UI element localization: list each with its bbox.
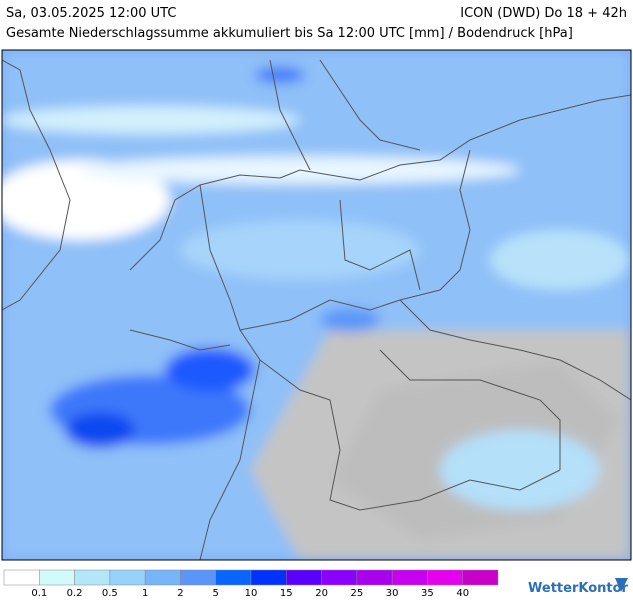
- legend-swatch: [391, 569, 428, 586]
- legend-swatch: [321, 569, 358, 586]
- legend-label: 35: [421, 588, 434, 599]
- legend-swatch: [356, 569, 393, 586]
- legend-swatch: [39, 569, 75, 586]
- legend-label: 10: [245, 588, 258, 599]
- legend-label: 5: [213, 588, 219, 599]
- legend-swatch: [74, 569, 111, 586]
- legend-label: 30: [386, 588, 399, 599]
- map-frame: [1, 49, 632, 561]
- legend-label: 15: [280, 588, 293, 599]
- logo: WetterKontor: [528, 578, 629, 596]
- legend-label: 20: [315, 588, 328, 599]
- precip-field: [2, 50, 631, 560]
- map: [2, 50, 631, 560]
- legend-swatch: [215, 569, 252, 586]
- legend-label: 2: [177, 588, 183, 599]
- legend-label: 40: [456, 588, 469, 599]
- legend-label: 0.1: [31, 588, 47, 599]
- legend-label: 1: [142, 588, 148, 599]
- legend-swatch: [286, 569, 322, 586]
- legend-swatch: [427, 569, 463, 586]
- legend-label: 25: [350, 588, 363, 599]
- logo-text: WetterKontor: [528, 581, 629, 596]
- legend-swatch: [180, 569, 216, 586]
- legend-swatch: [462, 569, 499, 586]
- legend-swatch: [3, 569, 40, 586]
- legend-swatch: [109, 569, 146, 586]
- subtitle: Gesamte Niederschlagssumme akkumuliert b…: [6, 26, 573, 41]
- legend-swatch: [250, 569, 287, 586]
- legend: 0.1 0.2 0.5 1 2 5 10 15 20 25 30 35 40: [3, 569, 499, 599]
- logo-icon: [615, 578, 628, 592]
- model-run: ICON (DWD) Do 18 + 42h: [460, 6, 627, 21]
- legend-label: 0.5: [102, 588, 118, 599]
- forecast-date: Sa, 03.05.2025 12:00 UTC: [6, 6, 177, 21]
- borders: [2, 59, 631, 560]
- legend-label: 0.2: [67, 588, 83, 599]
- legend-swatch: [144, 569, 181, 586]
